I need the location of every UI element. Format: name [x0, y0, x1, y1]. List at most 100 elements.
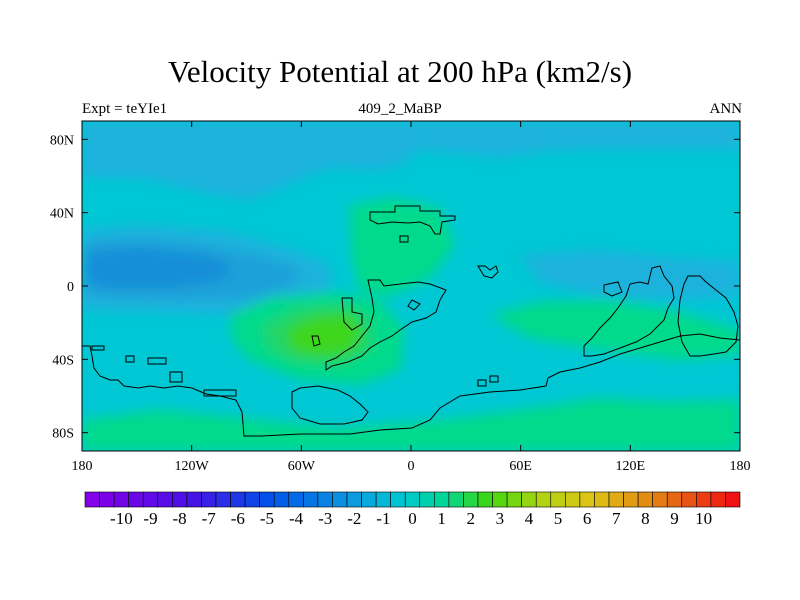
- colorbar-box: [492, 491, 508, 508]
- colorbar-label: -2: [347, 509, 361, 528]
- colorbar-label: 1: [437, 509, 446, 528]
- coastline-island-a: [91, 345, 105, 351]
- colorbar-box: [550, 491, 566, 508]
- colorbar-box: [696, 491, 712, 508]
- coastline-southamerica: [82, 333, 740, 437]
- coastlines: [82, 205, 740, 437]
- chart-title: Velocity Potential at 200 hPa (km2/s): [167, 54, 633, 89]
- colorbar-box: [244, 491, 260, 508]
- axis-ticks: 180 120W 60W 0 60E 120E 180 80N 40N 0 40S 80S: [50, 121, 751, 474]
- colorbar-label: 5: [554, 509, 563, 528]
- coastline-india: [407, 299, 421, 311]
- y-tick-label: 80N: [50, 133, 74, 148]
- colorbar-box: [186, 491, 202, 508]
- colorbar-box: [477, 491, 493, 508]
- colorbar-label: -4: [289, 509, 304, 528]
- colorbar-box: [201, 491, 217, 508]
- colorbar-label: 4: [525, 509, 534, 528]
- negative-region-pacific: [520, 250, 740, 300]
- colorbar-box: [317, 491, 333, 508]
- coastline-arabia: [477, 265, 499, 279]
- colorbar-box: [463, 491, 479, 508]
- colorbar-box: [652, 491, 668, 508]
- colorbar-box: [404, 491, 421, 508]
- season-label: ANN: [709, 101, 743, 117]
- colorbar-box: [390, 491, 406, 508]
- positive-region-indianocean: [490, 300, 740, 360]
- coastline-africa-west: [341, 297, 363, 331]
- colorbar-label: 7: [612, 509, 621, 528]
- coastline-antarctic-ice: [291, 385, 369, 425]
- y-tick-label: 0: [67, 280, 74, 295]
- coastline-island-b: [125, 355, 135, 363]
- case-label: 409_2_MaBP: [358, 101, 442, 117]
- coastline-maritime: [603, 281, 623, 297]
- colorbar-box: [361, 491, 377, 508]
- y-tick-label: 40S: [52, 353, 74, 368]
- colorbar-label: -8: [173, 509, 187, 528]
- colorbar-box: [84, 491, 100, 508]
- colorbar-box: [565, 491, 581, 508]
- x-tick-label: 180: [730, 459, 751, 474]
- x-tick-label: 60W: [288, 459, 316, 474]
- coastline-australia: [583, 265, 675, 357]
- coastline-newzealand: [677, 275, 739, 357]
- colorbar-label: -1: [376, 509, 390, 528]
- positive-region-africa: [350, 198, 455, 296]
- colorbar-label: 6: [583, 509, 592, 528]
- colorbar-box: [375, 491, 391, 508]
- coastline-island-f: [477, 379, 487, 387]
- colorbar-box: [535, 491, 552, 508]
- y-tick-label: 40N: [50, 207, 74, 222]
- colorbar-box: [666, 491, 683, 508]
- colorbar-label: -3: [318, 509, 332, 528]
- colorbar-box: [725, 491, 741, 508]
- colorbar-label: 0: [408, 509, 417, 528]
- x-tick-label: 0: [408, 459, 415, 474]
- colorbar-label: -10: [110, 509, 133, 528]
- colorbar-box: [215, 491, 231, 508]
- coastline-island-d: [169, 371, 183, 383]
- coastline-island-c: [147, 357, 167, 365]
- colorbar-box: [230, 491, 246, 508]
- colorbar-label: -6: [231, 509, 245, 528]
- colorbar-box: [710, 491, 726, 508]
- colorbar-box: [332, 491, 348, 508]
- x-tick-label: 60E: [509, 459, 532, 474]
- colorbar-box: [273, 491, 290, 508]
- colorbar-label: 3: [496, 509, 505, 528]
- negative-region-strong: [86, 248, 232, 288]
- colorbar-box: [608, 491, 624, 508]
- colorbar-box: [681, 491, 697, 508]
- colorbar-box: [448, 491, 464, 508]
- colorbar-box: [259, 491, 275, 508]
- colorbar-label: 8: [641, 509, 650, 528]
- colorbar-box: [303, 491, 319, 508]
- colorbar-label: -9: [143, 509, 157, 528]
- y-tick-label: 80S: [52, 427, 74, 442]
- colorbar-box: [637, 491, 653, 508]
- x-tick-label: 120E: [616, 459, 646, 474]
- colorbar-box: [579, 491, 595, 508]
- contour-field: [82, 121, 740, 451]
- colorbar-label: -5: [260, 509, 274, 528]
- colorbar-box: [419, 491, 435, 508]
- colorbar-box: [288, 491, 304, 508]
- positive-region-southern: [82, 398, 740, 451]
- x-tick-label: 180: [72, 459, 93, 474]
- colorbar-box: [128, 491, 144, 508]
- coastline-africa: [325, 279, 447, 371]
- colorbar-label: -7: [202, 509, 217, 528]
- colorbar-box: [521, 491, 537, 508]
- colorbar-label: 9: [670, 509, 679, 528]
- experiment-label: Expt = teYIe1: [82, 101, 168, 117]
- colorbar: -10 -9 -8 -7 -6 -5 -4 -3 -2 -1 0 1 2 3 4 5 6 7 8 9 10: [84, 491, 741, 528]
- colorbar-label: 10: [695, 509, 712, 528]
- colorbar-box: [99, 491, 115, 508]
- colorbar-box: [506, 491, 522, 508]
- colorbar-box: [157, 491, 173, 508]
- colorbar-label: 2: [466, 509, 475, 528]
- coastline-tibet: [399, 235, 409, 243]
- colorbar-box: [172, 491, 188, 508]
